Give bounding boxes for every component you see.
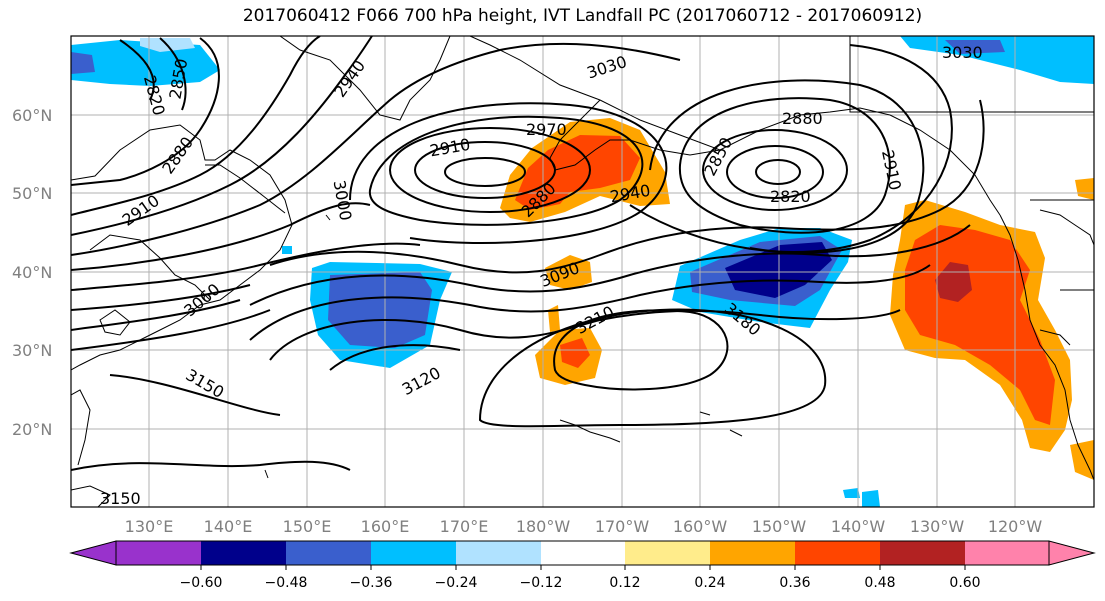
lat-label: 50°N xyxy=(12,184,52,203)
lon-label: 160°E xyxy=(361,517,410,536)
ivt-shading xyxy=(71,36,1094,507)
lat-label: 40°N xyxy=(12,263,52,282)
contour-2940 xyxy=(71,36,373,236)
colorbar: −0.60 −0.48 −0.36 −0.24 −0.12 0.12 0.24 … xyxy=(69,540,1096,591)
contour-3090 xyxy=(71,299,241,331)
colorbar-swatch xyxy=(371,541,456,565)
colorbar-swatch xyxy=(286,541,371,565)
lon-label: 170°W xyxy=(595,517,650,536)
contour-2880 xyxy=(71,37,220,186)
negative-anomaly-region xyxy=(328,272,432,348)
lon-label: 150°E xyxy=(283,517,332,536)
lon-label: 120°W xyxy=(988,517,1043,536)
negative-anomaly-region xyxy=(945,40,1005,54)
colorbar-swatch xyxy=(541,541,625,565)
contour-2910 xyxy=(71,36,321,216)
contour-3000 xyxy=(71,202,371,271)
lon-label: 150°W xyxy=(752,517,807,536)
lon-label: 140°E xyxy=(204,517,253,536)
contour-label: 2970 xyxy=(526,120,567,139)
longitude-labels: 130°E 140°E 150°E 160°E 170°E 180°W 170°… xyxy=(125,517,1043,536)
latitude-labels: 60°N 50°N 40°N 30°N 20°N xyxy=(12,106,52,439)
map-title: 2017060412 F066 700 hPa height, IVT Land… xyxy=(242,6,923,26)
height-contours xyxy=(71,36,985,471)
negative-anomaly-region xyxy=(71,52,95,74)
positive-anomaly-region xyxy=(1075,178,1094,200)
contour-3030 xyxy=(71,242,421,291)
colorbar-ticks xyxy=(200,565,966,570)
contour-label: 3030 xyxy=(942,43,983,62)
lat-label: 30°N xyxy=(12,341,52,360)
contour-2820 xyxy=(119,39,155,101)
colorbar-tick-label: −0.12 xyxy=(520,575,563,591)
lon-label: 140°W xyxy=(831,517,886,536)
lon-label: 180°W xyxy=(516,517,571,536)
colorbar-tick-label: 0.24 xyxy=(694,575,725,591)
lat-label: 20°N xyxy=(12,420,52,439)
colorbar-frame xyxy=(115,540,1050,566)
lon-label: 130°W xyxy=(910,517,965,536)
colorbar-tick-label: −0.48 xyxy=(265,575,308,591)
colorbar-swatch xyxy=(116,541,201,565)
colorbar-swatch xyxy=(201,541,286,565)
colorbar-tick-labels: −0.60 −0.48 −0.36 −0.24 −0.12 0.12 0.24 … xyxy=(180,575,981,591)
map-frame xyxy=(70,35,1095,508)
colorbar-tick-label: 0.12 xyxy=(609,575,640,591)
colorbar-high-extension xyxy=(1048,540,1096,566)
colorbar-tick-label: −0.24 xyxy=(435,575,478,591)
lon-label: 170°E xyxy=(440,517,489,536)
contour-label: 2820 xyxy=(770,187,811,206)
colorbar-swatch xyxy=(795,541,880,565)
contour-label: 2880 xyxy=(782,109,823,128)
lon-label: 160°W xyxy=(673,517,728,536)
colorbar-swatch xyxy=(965,541,1049,565)
lon-label: 130°E xyxy=(125,517,174,536)
strong-positive-anomaly-region xyxy=(560,338,590,368)
contour-3060 xyxy=(71,284,251,311)
contour-label: 3150 xyxy=(100,489,141,508)
contour-2970 xyxy=(71,42,681,256)
negative-anomaly-region xyxy=(862,490,880,507)
positive-anomaly-region xyxy=(1070,440,1094,480)
lat-label: 60°N xyxy=(12,106,52,125)
colorbar-tick-label: 0.48 xyxy=(864,575,895,591)
negative-anomaly-region xyxy=(282,246,292,254)
contour-2850 xyxy=(159,37,187,111)
negative-anomaly-region xyxy=(843,488,860,498)
colorbar-tick-label: 0.36 xyxy=(779,575,810,591)
negative-anomaly-region xyxy=(900,36,1094,84)
colorbar-swatch xyxy=(625,541,710,565)
colorbar-swatch xyxy=(880,541,965,565)
colorbar-tick-label: −0.36 xyxy=(350,575,393,591)
graticule xyxy=(71,36,1094,507)
colorbar-swatch xyxy=(710,541,795,565)
strong-positive-anomaly-region xyxy=(515,135,640,210)
colorbar-swatch xyxy=(456,541,541,565)
colorbar-tick-label: −0.60 xyxy=(180,575,223,591)
colorbar-low-extension xyxy=(69,540,117,566)
colorbar-tick-label: 0.60 xyxy=(949,575,980,591)
contour-3120 xyxy=(71,309,271,351)
